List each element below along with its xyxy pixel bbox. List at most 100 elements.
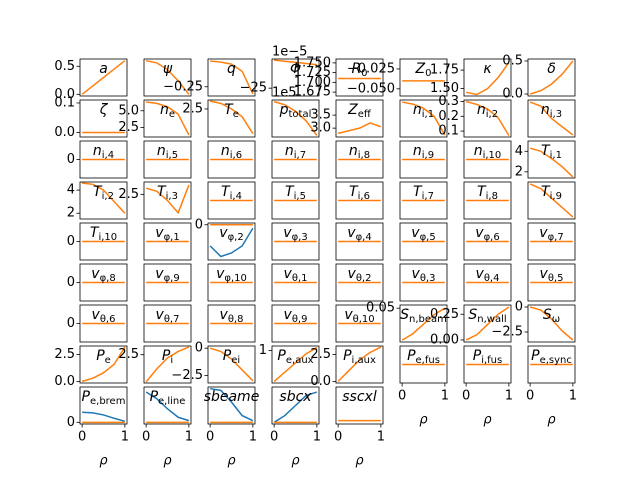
subplot: ψ — [143, 58, 192, 97]
subplot-title: Ti,4 — [221, 184, 242, 202]
subplot: ni,6 — [207, 140, 256, 179]
subplot-title: ζ — [99, 102, 109, 118]
subplot-title: Pe,aux — [277, 348, 313, 366]
subplot: 0.30.20.1 ni,2 — [438, 94, 512, 139]
title-main: n — [477, 102, 486, 118]
plot-frame — [207, 140, 256, 179]
y-tick-label: 0.00 — [430, 332, 459, 347]
subplot: ni,1 — [399, 99, 448, 138]
subplot: vφ,1 — [143, 222, 192, 261]
y-tick-label: 0.25 — [430, 307, 459, 322]
title-main: P — [343, 348, 352, 364]
subplot: 0 vφ,2 — [195, 217, 256, 261]
title-main: sscxl — [342, 389, 377, 405]
subplot: 5.0 2.5 ne — [118, 99, 192, 138]
line — [529, 101, 574, 136]
plot-area — [464, 100, 511, 137]
subplot-title: vθ,8 — [220, 307, 244, 325]
subplot-title: sscxl — [342, 389, 377, 405]
title-sub: φ,1 — [164, 232, 180, 243]
line — [273, 391, 318, 423]
y-tick-label: −25 — [240, 81, 267, 96]
title-main: ζ — [99, 102, 109, 118]
plot-frame — [271, 99, 320, 138]
plot-frame — [399, 58, 448, 97]
x-tick-label: 0 — [206, 430, 214, 445]
subplot: Ti,4 — [207, 181, 256, 220]
plot-frame — [79, 58, 128, 97]
y-tick-label: 0 — [195, 341, 203, 356]
y-tick-label: 0 — [67, 234, 75, 249]
title-main: T — [285, 184, 295, 200]
offset-text: 1e5 — [272, 86, 297, 101]
subplot-title: Ti,2 — [93, 184, 114, 202]
title-main: n — [160, 102, 169, 118]
title-main: T — [541, 143, 551, 159]
subplot: vθ,7 — [143, 304, 192, 343]
line — [209, 227, 254, 258]
subplot: sscxl 0 1ρ — [334, 386, 385, 469]
plot-frame — [463, 58, 512, 97]
subplot-title: Z0 — [415, 61, 432, 79]
plot-frame — [527, 58, 576, 97]
title-sub: φ,10 — [224, 273, 247, 284]
title-main: n — [349, 143, 358, 159]
y-tick-label: 0.3 — [438, 94, 459, 109]
line — [529, 60, 574, 95]
plot-frame — [399, 222, 448, 261]
y-tick-label: 3.0 — [310, 121, 331, 136]
title-main: v — [347, 225, 356, 241]
y-tick-label: 0.1 — [54, 95, 75, 110]
subplot-title: ni,2 — [477, 102, 498, 120]
x-tick-label: 1 — [249, 430, 257, 445]
title-sub: i,3 — [166, 191, 178, 202]
subplot-title: ni,7 — [285, 143, 306, 161]
subplot-title: vφ,2 — [219, 225, 243, 243]
plot-area — [208, 223, 255, 260]
subplot-title: vθ,9 — [284, 307, 308, 325]
title-main: v — [156, 307, 165, 323]
title-main: v — [411, 225, 420, 241]
title-main: Φ — [290, 61, 301, 77]
title-sub: i,5 — [166, 150, 178, 161]
x-tick-label: 1 — [569, 389, 577, 404]
plot-frame — [527, 304, 576, 343]
plot-area — [208, 100, 255, 137]
plot-frame — [527, 140, 576, 179]
plot-frame — [527, 345, 576, 384]
line — [145, 184, 190, 215]
y-tick-label: 1.700 — [294, 75, 331, 90]
subplot: vθ,8 — [207, 304, 256, 343]
plot-frame — [399, 304, 448, 343]
plot-frame — [335, 140, 384, 179]
plot-frame — [335, 304, 384, 343]
line — [81, 60, 126, 95]
y-tick-label: 1.675 — [294, 85, 331, 100]
title-sub: θ,5 — [548, 273, 564, 284]
title-sub: e,line — [158, 396, 185, 407]
plot-area — [336, 387, 383, 424]
plot-frame — [335, 181, 384, 220]
title-sub: i,2 — [102, 191, 114, 202]
subplot: 0.05 Sn,beam — [366, 301, 448, 343]
y-tick-label: 0 — [515, 300, 523, 315]
title-sub: φ,2 — [228, 232, 244, 243]
subplot-title: Pe,sync — [531, 348, 572, 366]
y-tick-label: −0.050 — [347, 81, 395, 96]
subplot: Pe,sync 0 1ρ — [526, 345, 577, 428]
plot-frame — [207, 386, 256, 425]
title-main: S — [468, 307, 477, 323]
title-main: sbcx — [279, 389, 312, 405]
subplot: 0 −2.5 Pei — [171, 341, 256, 384]
offset-text: 1e−5 — [272, 45, 307, 60]
title-main: v — [216, 266, 225, 282]
title-sub: 0 — [361, 68, 367, 79]
title-main: n — [157, 143, 166, 159]
x-tick-label: 0 — [334, 430, 342, 445]
subplot-title: Pe,line — [150, 389, 186, 407]
subplot: vθ,1 — [271, 263, 320, 302]
subplot-title: Sn,wall — [468, 307, 506, 325]
title-sub: φ,5 — [420, 232, 436, 243]
subplot: Ti,6 — [335, 181, 384, 220]
